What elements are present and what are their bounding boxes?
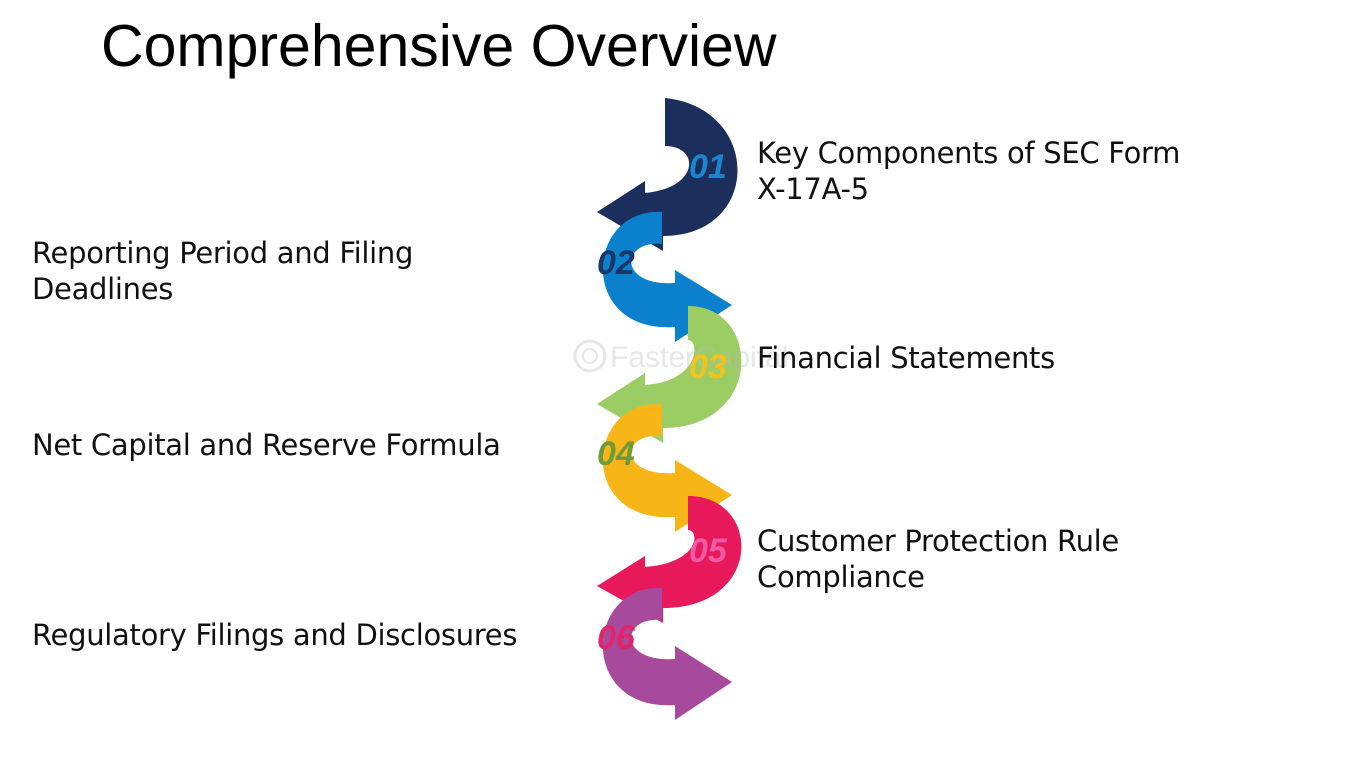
- step-number-03: 03: [689, 348, 727, 386]
- step-label-05: Customer Protection Rule Compliance: [757, 523, 1119, 595]
- step-label-03-line-1: Financial Statements: [757, 341, 1055, 375]
- arrow-segment-03: [597, 306, 742, 443]
- step-number-01: 01: [689, 148, 727, 186]
- step-label-05-line-2: Compliance: [757, 560, 925, 594]
- step-label-05-line-1: Customer Protection Rule: [757, 524, 1119, 558]
- watermark: FasterCapital: [573, 339, 788, 374]
- step-number-06: 06: [597, 619, 636, 657]
- step-label-06-line-1: Regulatory Filings and Disclosures: [32, 618, 518, 652]
- step-label-02-line-1: Reporting Period and Filing: [32, 236, 414, 270]
- step-label-06: Regulatory Filings and Disclosures: [32, 617, 517, 653]
- step-label-02-line-2: Deadlines: [32, 272, 174, 306]
- step-label-04-line-1: Net Capital and Reserve Formula: [32, 428, 501, 462]
- watermark-text: FasterCapital: [610, 341, 788, 374]
- step-label-02: Reporting Period and Filing Deadlines: [32, 235, 413, 307]
- step-label-04: Net Capital and Reserve Formula: [32, 427, 501, 463]
- step-label-01-line-2: X-17A-5: [757, 172, 869, 206]
- step-number-05: 05: [689, 532, 728, 570]
- step-number-04: 04: [597, 435, 635, 473]
- step-label-03: Financial Statements: [757, 340, 1055, 376]
- step-label-01: Key Components of SEC Form X-17A-5: [757, 135, 1180, 207]
- arrow-segment-06: [602, 587, 732, 720]
- arrow-segment-01: [597, 98, 738, 251]
- arrow-segment-05: [597, 496, 742, 623]
- step-number-02: 02: [597, 244, 635, 282]
- step-label-01-line-1: Key Components of SEC Form: [757, 136, 1181, 170]
- page-title: Comprehensive Overview: [101, 13, 777, 79]
